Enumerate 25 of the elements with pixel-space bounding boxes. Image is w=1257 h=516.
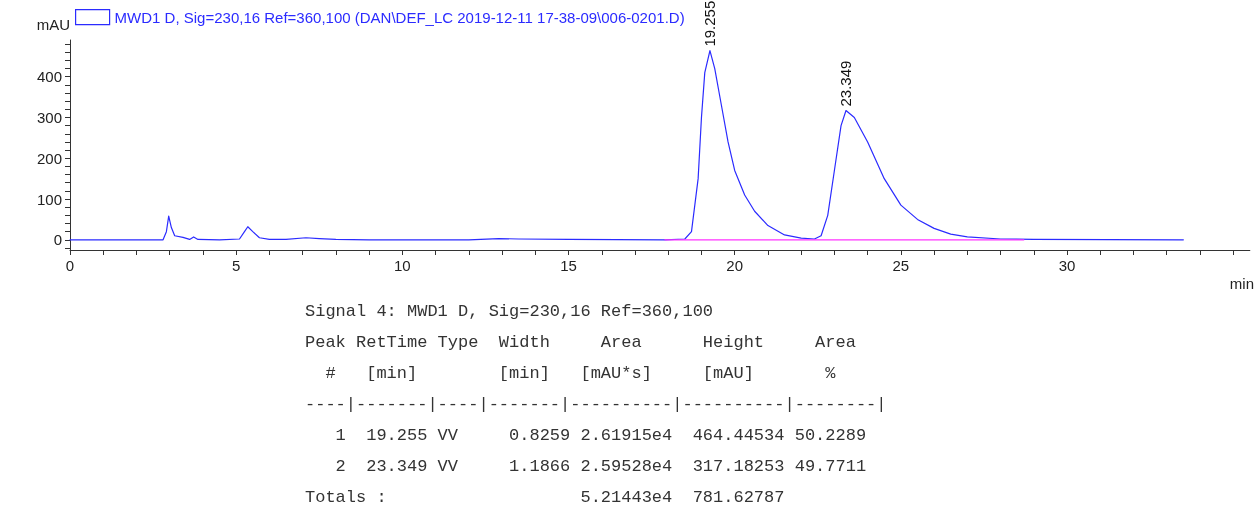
x-tick-label: 5: [232, 257, 241, 274]
text: 1 19.255 VV 0.8259 2.61915e4 464.44534 50.2289: [334, 425, 868, 447]
y-tick-label: 100: [36, 190, 62, 208]
x-tick-label: 25: [892, 257, 910, 274]
y-tick-label: 200: [36, 149, 62, 167]
text: Peak RetTime Type Width Area Height Area: [305, 332, 857, 354]
x-tick-label: 0: [65, 257, 75, 274]
x-axis-title: min: [1229, 275, 1254, 292]
x-tick-label: 10: [394, 257, 411, 274]
line-series: [69, 50, 1184, 241]
text: 2 23.349 VV 1.1866 2.59528e4 317.18253 49.7711: [334, 456, 868, 478]
annotation: 23.349: [837, 60, 855, 107]
text: ----|-------|----|-------|----------|----------|--------|: [305, 394, 887, 416]
text: Totals : 5.21443e4 781.62787: [305, 487, 786, 509]
y-tick-label: 400: [36, 68, 62, 86]
x-tick-label: 30: [1058, 257, 1076, 274]
y-axis-title: mAU: [36, 16, 70, 33]
x-tick-label: 20: [726, 257, 744, 274]
text: Signal 4: MWD1 D, Sig=230,16 Ref=360,100: [305, 301, 715, 323]
text: # [min] [min] [mAU*s] [mAU] %: [324, 363, 837, 385]
x-tick-label: 15: [560, 257, 577, 274]
y-tick-label: 0: [53, 231, 62, 249]
annotation: 19.255: [701, 0, 719, 47]
legend-label: MWD1 D, Sig=230,16 Ref=360,100 (DAN\DEF_LC 2019-12-11 17-38-09\006-0201.D): [114, 8, 685, 26]
y-tick-label: 300: [36, 108, 62, 126]
